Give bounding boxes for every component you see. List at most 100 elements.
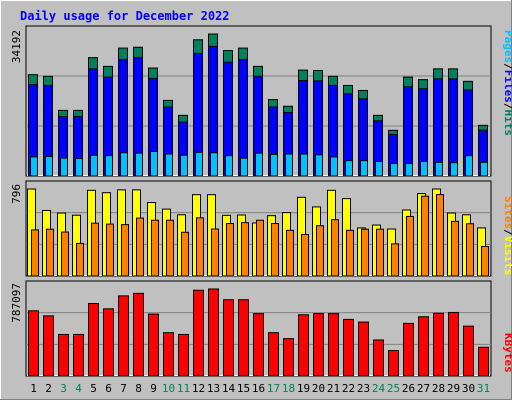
legend-part: Visits [502,236,512,276]
kbytes-bar-day-26 [403,322,414,377]
day-label-18: 18 [282,382,295,395]
pages-bar-day-27 [420,160,428,177]
pages-bar-day-18 [285,153,293,177]
sites-bar-day-25 [391,243,399,277]
day-label-29: 29 [447,382,460,395]
sites-bar-day-8 [136,217,144,277]
pages-bar-day-13 [210,152,218,177]
pages-bar-day-12 [195,151,203,177]
kbytes-bar-day-29 [448,311,459,377]
pages-bar-day-14 [225,155,233,177]
pages-bar-day-10 [165,153,173,177]
sites-bar-day-20 [316,225,324,277]
day-label-8: 8 [135,382,142,395]
kbytes-bar-day-6 [103,308,114,377]
pages-bar-day-17 [270,153,278,177]
sites-bar-day-9 [151,219,159,277]
pages-bar-day-31 [480,161,488,177]
kbytes-bar-day-8 [133,292,144,377]
kbytes-bar-day-22 [343,318,354,377]
sites-bar-day-4 [76,242,84,277]
kbytes-bar-day-3 [58,333,69,377]
sites-bar-day-13 [211,228,219,277]
kbytes-bar-day-25 [388,350,399,377]
day-label-28: 28 [432,382,445,395]
sites-bar-day-2 [46,228,54,277]
kbytes-bar-day-28 [433,312,444,377]
max-label-kbytes: 787097 [10,283,23,323]
legend-part: Pages [502,30,512,63]
pages-bar-day-8 [135,152,143,177]
pages-bar-day-20 [315,154,323,177]
kbytes-bar-day-21 [328,313,339,377]
day-label-11: 11 [177,382,190,395]
pages-bar-day-2 [45,155,53,177]
chart-title: Daily usage for December 2022 [20,9,230,23]
kbytes-bar-day-9 [148,313,159,377]
pages-bar-day-16 [255,152,263,177]
sites-bar-day-10 [166,219,174,277]
sites-bar-day-21 [331,219,339,277]
files-bar-day-29 [448,78,458,177]
pages-bar-day-7 [120,152,128,177]
sites-bar-day-23 [361,228,369,277]
day-label-30: 30 [462,382,475,395]
pages-bar-day-30 [465,155,473,177]
pages-bar-day-19 [300,153,308,177]
kbytes-bar-day-23 [358,321,369,377]
day-label-15: 15 [237,382,250,395]
day-label-26: 26 [402,382,415,395]
sites-bar-day-7 [121,224,129,277]
pages-bar-day-5 [90,154,98,177]
kbytes-bar-day-1 [28,310,39,377]
sites-bar-day-17 [271,223,279,277]
kbytes-bar-day-7 [118,295,129,377]
day-label-6: 6 [105,382,112,395]
day-label-9: 9 [150,382,157,395]
pages-bar-day-11 [180,154,188,177]
kbytes-bar-day-24 [373,339,384,377]
pages-bar-day-9 [150,150,158,177]
sites-bar-day-29 [451,220,459,277]
sites-bar-day-26 [406,215,414,277]
sites-bar-day-15 [241,222,249,277]
day-label-12: 12 [192,382,205,395]
kbytes-bar-day-12 [193,289,204,377]
kbytes-bar-day-19 [298,314,309,377]
legend-part: KBytes [502,333,512,373]
sites-bar-day-22 [346,229,354,277]
files-bar-day-26 [403,86,413,177]
pages-bar-day-28 [435,161,443,177]
sites-bar-day-6 [106,223,114,277]
legend-part: Files [502,70,512,103]
sites-bar-day-12 [196,217,204,277]
kbytes-bar-day-2 [43,315,54,377]
kbytes-bar-day-30 [463,325,474,377]
pages-bar-day-25 [390,163,398,177]
sites-bar-day-27 [421,195,429,277]
day-label-21: 21 [327,382,340,395]
kbytes-bar-day-14 [223,299,234,377]
day-label-1: 1 [30,382,37,395]
sites-bar-day-30 [466,223,474,277]
legend-sites-visits: Sites/Visits [502,196,512,276]
day-label-19: 19 [297,382,310,395]
pages-bar-day-15 [240,157,248,177]
sites-bar-day-18 [286,229,294,277]
pages-bar-day-4 [75,158,83,177]
day-label-2: 2 [45,382,52,395]
kbytes-bar-day-5 [88,302,99,377]
legend-part: / [502,63,512,70]
kbytes-bar-day-10 [163,332,174,377]
day-label-16: 16 [252,382,265,395]
pages-bar-day-22 [345,160,353,177]
sites-bar-day-14 [226,223,234,277]
kbytes-bar-day-11 [178,333,189,377]
sites-bar-day-31 [481,245,489,277]
day-label-7: 7 [120,382,127,395]
legend-part: Hits [502,110,512,137]
pages-bar-day-3 [60,157,68,177]
max-label-visits: 796 [10,184,23,204]
day-label-25: 25 [387,382,400,395]
